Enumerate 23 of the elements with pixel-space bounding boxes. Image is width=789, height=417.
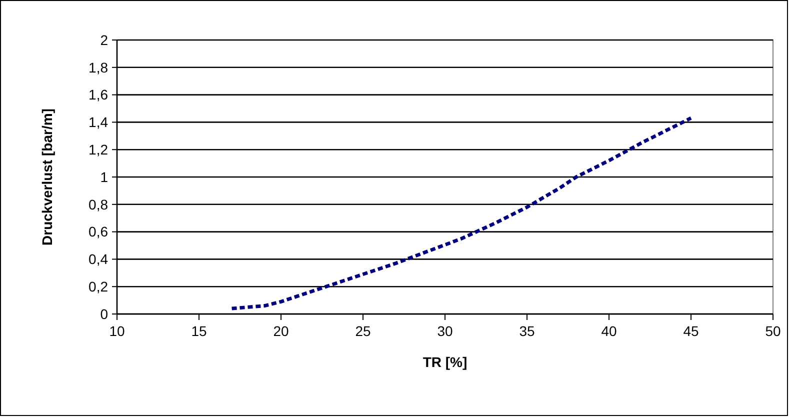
y-tick-label: 1,2 [88, 142, 108, 158]
x-tick-label: 25 [355, 323, 371, 339]
y-tick-label: 1,8 [88, 59, 108, 76]
y-axis-title: Druckverlust [bar/m] [39, 108, 55, 246]
y-tick-label: 0,8 [88, 196, 108, 212]
line-series [230, 116, 693, 310]
x-tick-label: 10 [109, 323, 125, 339]
x-tick-label: 20 [273, 323, 289, 339]
y-tick-label: 0,6 [88, 224, 108, 240]
y-tick-label: 1,4 [88, 114, 108, 130]
x-axis-title: TR [%] [422, 354, 468, 370]
y-tick-label: 0,2 [88, 278, 108, 294]
y-tick-label: 2 [100, 32, 108, 48]
x-tick-label: 50 [765, 323, 781, 339]
x-tick-label: 30 [437, 323, 453, 339]
x-tick-label: 15 [191, 323, 207, 339]
x-tick-label: 35 [519, 323, 535, 339]
x-tick-label: 40 [601, 323, 617, 339]
y-tick-label: 0,4 [88, 251, 108, 268]
y-tick-label: 0 [100, 306, 108, 322]
x-tick-label: 45 [683, 323, 699, 339]
y-tick-label: 1,6 [88, 86, 108, 103]
y-tick-label: 1 [100, 168, 108, 185]
